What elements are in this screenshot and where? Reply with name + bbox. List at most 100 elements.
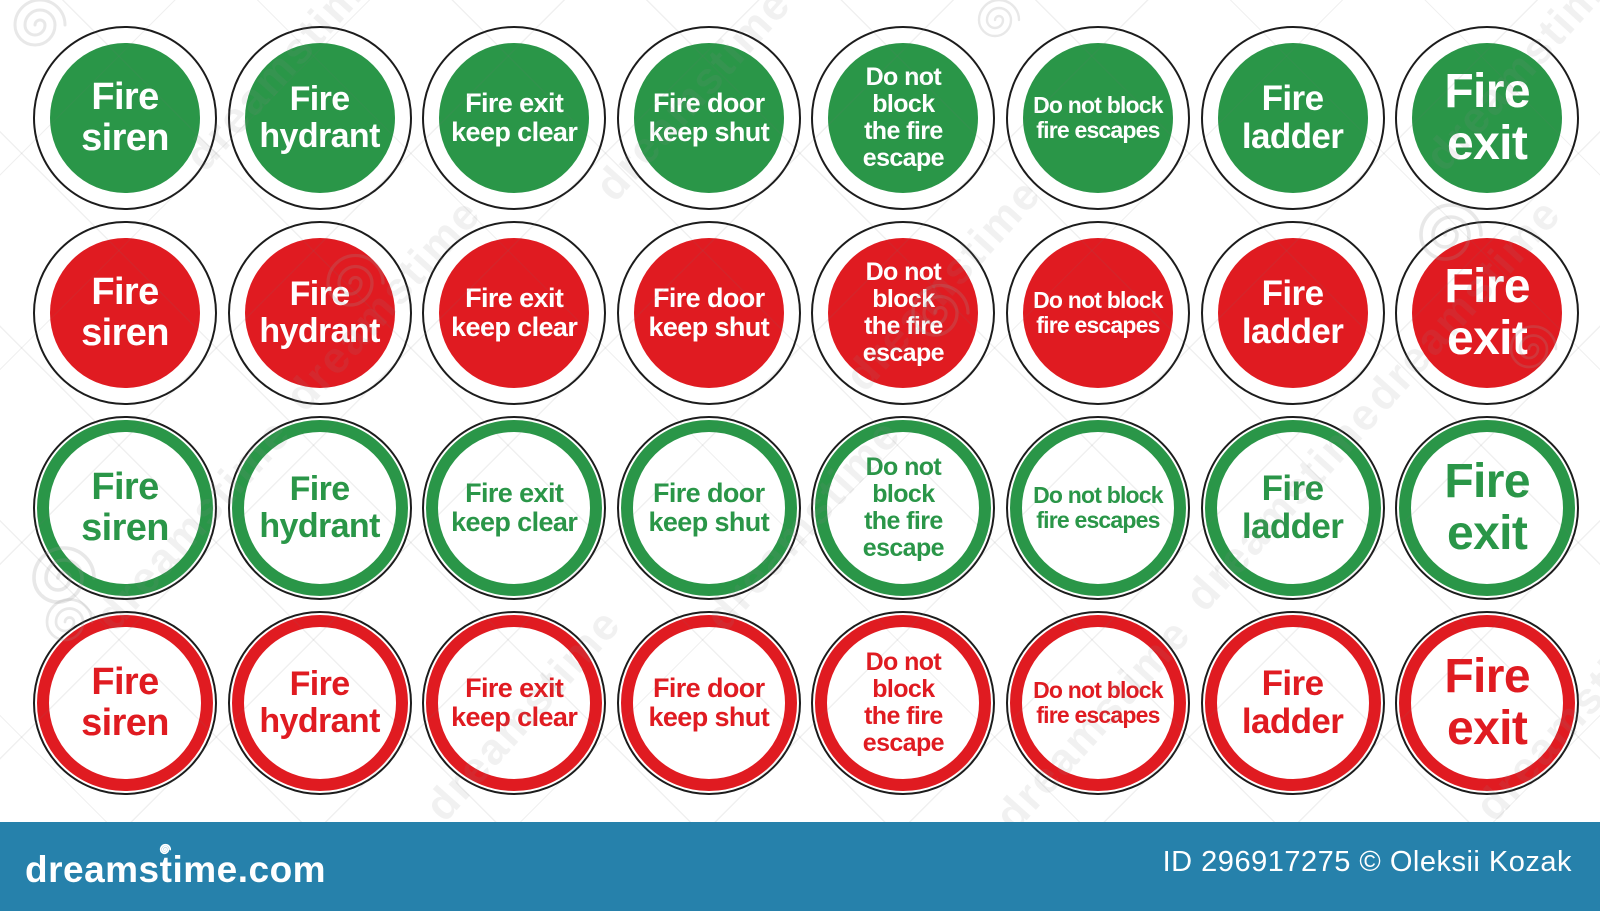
sign-fire-door-keep-shut-green-outline: Fire door keep shut	[616, 416, 801, 600]
footer-credit-bar: dreamstime.com ID 296917275 © Oleksii Ko…	[0, 822, 1600, 911]
sign-label: Fire ladder	[1241, 664, 1344, 741]
sign-fire-exit-keep-clear-green-outline: Fire exit keep clear	[422, 416, 607, 600]
sign-face: Do not block fire escapes	[1009, 615, 1186, 791]
sign-fire-hydrant-red-outline: Fire hydrant	[227, 611, 412, 795]
sign-row-filled-red: Fire siren Fire hydrant Fire exit keep c…	[33, 221, 1580, 405]
sign-label: Fire siren	[81, 75, 169, 159]
sign-fire-ladder-green-outline: Fire ladder	[1200, 416, 1385, 600]
sign-fire-ladder-red-filled: Fire ladder	[1200, 221, 1385, 405]
sign-face: Fire siren	[37, 420, 213, 596]
sign-label: Fire exit keep clear	[451, 672, 578, 732]
sign-face: Fire door keep shut	[633, 43, 784, 193]
sign-label: Fire siren	[81, 660, 169, 744]
sign-face: Fire hydrant	[231, 615, 408, 791]
sign-face: Fire ladder	[1217, 238, 1368, 388]
sign-face: Fire siren	[37, 615, 213, 791]
sign-face: Do not block fire escapes	[1022, 43, 1173, 193]
sign-label: Do not block fire escapes	[1033, 92, 1163, 143]
sign-label: Do not block the fire escape	[862, 648, 945, 757]
sign-fire-door-keep-shut-green-filled: Fire door keep shut	[616, 26, 801, 210]
sign-label: Do not block the fire escape	[862, 453, 945, 562]
sign-fire-door-keep-shut-red-outline: Fire door keep shut	[616, 611, 801, 795]
sign-face: Fire exit	[1399, 420, 1576, 596]
sign-face: Fire exit keep clear	[439, 238, 590, 388]
sign-do-not-block-fire-escapes-red-outline: Do not block fire escapes	[1005, 611, 1190, 795]
sign-do-not-block-the-fire-escape-green-outline: Do not block the fire escape	[811, 416, 996, 600]
sign-face: Fire exit keep clear	[426, 420, 603, 596]
sign-fire-hydrant-green-filled: Fire hydrant	[227, 26, 412, 210]
sign-face: Fire door keep shut	[633, 238, 784, 388]
sign-label: Do not block fire escapes	[1033, 677, 1163, 728]
sign-face: Fire exit	[1412, 238, 1563, 388]
sign-label: Do not block the fire escape	[862, 258, 945, 367]
sign-grid: Fire siren Fire hydrant Fire exit keep c…	[33, 26, 1580, 795]
sign-face: Fire exit keep clear	[439, 43, 590, 193]
sign-row-outline-green: Fire siren Fire hydrant Fire exit keep c…	[33, 416, 1580, 600]
sign-fire-siren-green-filled: Fire siren	[33, 26, 217, 210]
sign-label: Fire door keep shut	[648, 477, 770, 537]
sign-fire-ladder-green-filled: Fire ladder	[1200, 26, 1385, 210]
sign-row-outline-red: Fire siren Fire hydrant Fire exit keep c…	[33, 611, 1580, 795]
sign-do-not-block-fire-escapes-green-outline: Do not block fire escapes	[1005, 416, 1190, 600]
dreamstime-logo-spiral-icon	[159, 843, 172, 855]
sign-label: Fire hydrant	[259, 80, 380, 155]
sign-face: Fire exit	[1399, 615, 1576, 791]
sign-face: Fire door keep shut	[620, 615, 797, 791]
sign-label: Fire hydrant	[259, 665, 380, 740]
sign-label: Fire door keep shut	[648, 672, 770, 732]
sign-face: Fire ladder	[1204, 615, 1381, 791]
sign-fire-hydrant-red-filled: Fire hydrant	[227, 221, 412, 405]
sign-fire-ladder-red-outline: Fire ladder	[1200, 611, 1385, 795]
sign-label: Fire ladder	[1241, 274, 1344, 351]
dreamstime-logo-text: dreamstime.com	[25, 849, 327, 890]
sign-label: Fire exit keep clear	[451, 477, 578, 537]
sign-fire-exit-red-filled: Fire exit	[1395, 221, 1580, 405]
sign-fire-exit-keep-clear-red-outline: Fire exit keep clear	[422, 611, 607, 795]
sign-face: Do not block the fire escape	[815, 420, 992, 596]
sign-face: Fire siren	[50, 43, 200, 193]
sign-row-filled-green: Fire siren Fire hydrant Fire exit keep c…	[33, 26, 1580, 210]
sign-fire-hydrant-green-outline: Fire hydrant	[227, 416, 412, 600]
sign-face: Do not block fire escapes	[1009, 420, 1186, 596]
sign-do-not-block-the-fire-escape-red-outline: Do not block the fire escape	[811, 611, 996, 795]
sign-face: Fire ladder	[1217, 43, 1368, 193]
sign-fire-siren-red-outline: Fire siren	[33, 611, 217, 795]
sign-label: Fire door keep shut	[648, 87, 770, 147]
sign-face: Fire hydrant	[244, 238, 395, 388]
sign-fire-exit-keep-clear-red-filled: Fire exit keep clear	[422, 221, 607, 405]
sign-label: Fire exit	[1444, 650, 1530, 755]
sign-label: Fire hydrant	[259, 275, 380, 350]
sign-face: Fire exit	[1412, 43, 1563, 193]
dreamstime-logo: dreamstime.com	[25, 843, 327, 891]
sign-fire-siren-green-outline: Fire siren	[33, 416, 217, 600]
sign-face: Do not block fire escapes	[1022, 238, 1173, 388]
sign-label: Fire exit	[1444, 455, 1530, 560]
sign-label: Fire exit keep clear	[451, 282, 578, 342]
sign-face: Fire exit keep clear	[426, 615, 603, 791]
sign-fire-exit-red-outline: Fire exit	[1395, 611, 1580, 795]
sign-label: Fire exit keep clear	[451, 87, 578, 147]
sign-face: Do not block the fire escape	[828, 43, 979, 193]
sign-label: Fire hydrant	[259, 470, 380, 545]
sign-fire-exit-keep-clear-green-filled: Fire exit keep clear	[422, 26, 607, 210]
sign-label: Fire exit	[1444, 260, 1530, 365]
sign-label: Fire ladder	[1241, 469, 1344, 546]
sign-fire-exit-green-filled: Fire exit	[1395, 26, 1580, 210]
sign-do-not-block-the-fire-escape-green-filled: Do not block the fire escape	[811, 26, 996, 210]
sign-do-not-block-fire-escapes-red-filled: Do not block fire escapes	[1005, 221, 1190, 405]
sign-label: Do not block fire escapes	[1033, 287, 1163, 338]
sign-label: Fire ladder	[1241, 79, 1344, 156]
sign-face: Fire door keep shut	[620, 420, 797, 596]
sign-label: Do not block the fire escape	[862, 63, 945, 172]
sign-label: Fire door keep shut	[648, 282, 770, 342]
sign-face: Fire ladder	[1204, 420, 1381, 596]
sign-label: Fire exit	[1444, 65, 1530, 170]
sign-do-not-block-fire-escapes-green-filled: Do not block fire escapes	[1005, 26, 1190, 210]
sign-face: Fire hydrant	[244, 43, 395, 193]
sign-fire-door-keep-shut-red-filled: Fire door keep shut	[616, 221, 801, 405]
sign-label: Do not block fire escapes	[1033, 482, 1163, 533]
sign-face: Do not block the fire escape	[828, 238, 979, 388]
sign-fire-siren-red-filled: Fire siren	[33, 221, 217, 405]
image-credit: ID 296917275 © Oleksii Kozak	[1162, 846, 1572, 878]
